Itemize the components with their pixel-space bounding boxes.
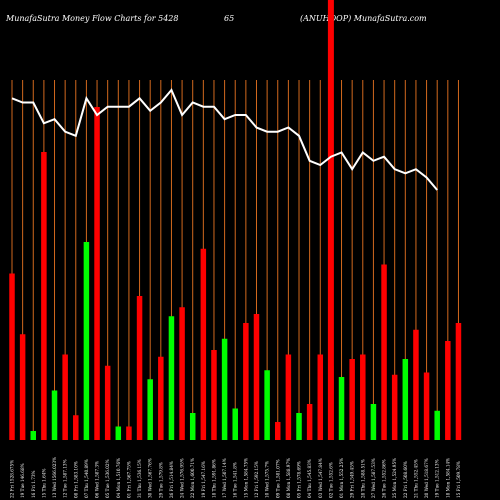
x-tick-label: 15 Mon 1,584.75% [243,458,248,498]
bar [51,390,58,440]
x-tick-label: 16 Fri 1.73% [31,470,36,498]
x-tick-label: 28 Thu 1,588.51% [360,459,365,498]
bar [115,426,122,440]
header-left: MunafaSutra Money Flow Charts for 5428 [5,14,179,23]
bar [104,365,111,440]
x-tick-label: 15 Thu 1.64% [41,468,46,498]
x-tick-label: 04 Mon 1,510.76% [116,458,121,498]
bar [381,264,387,440]
header-right: (ANUHOOP) MunafaSutra.com [300,14,427,23]
bar [370,404,377,440]
x-tick-label: 05 Tue 1,536.02% [105,459,110,498]
x-tick-label: 05 Fri 1,578.69% [297,461,302,498]
x-tick-label: 01 Mon 1,552.25% [339,458,344,498]
x-tick-label: 08 Mon 1,588.97% [286,458,291,498]
x-tick-label: 19 Tue 146.68% [20,463,25,498]
x-tick-label: 21 Thu 1,552.45% [413,459,418,498]
bar [391,374,398,440]
bar [402,359,409,440]
x-tick-label: 17 Wed 1,507.14% [222,458,227,498]
bar [306,404,313,440]
highlight-column [327,0,334,440]
bar [455,323,462,440]
bar [200,248,207,440]
x-tick-label: 01 Fri 1,567.75% [126,461,131,498]
bar [275,422,281,440]
x-tick-label: 25 Mon 1,524.95% [392,458,397,498]
x-tick-label: 06 Wed 1,587.3% [95,461,100,498]
bar [338,377,345,440]
bar [264,370,270,440]
bar [168,316,175,440]
bar [30,431,37,440]
x-tick-label: 19 Fri 1,547.16% [201,461,206,498]
x-tick-label: 26 Fri 1,514.84% [169,461,174,498]
price-line-group [11,88,438,191]
x-tick-label: 08 Fri 1,583.10% [73,461,78,498]
bar [94,107,100,440]
bar [41,152,47,440]
bar [62,354,68,440]
bar [445,341,451,440]
x-tick-label: 18 Thu 1,591.86% [211,459,216,498]
bar [136,296,143,440]
x-tick-label: 18 Mon 1,584.14% [445,458,450,498]
bar [423,372,430,440]
bars [9,0,462,440]
x-tick-label: 13 Wed 1566.023% [52,457,57,498]
x-tick-label: 22 Mon 1,600.71% [190,458,195,498]
x-tick-label: 15 Fri 1,509.78% [456,461,461,498]
header-mid: 65 [224,14,234,23]
bar [83,242,90,440]
x-tick-label: 29 Tue 1,579.8% [158,462,163,498]
x-tick-label: 29 Fri 1,549.45% [350,461,355,498]
bar [232,408,238,440]
x-tick-label: 22 Fri 1,508.60% [403,461,408,498]
x-tick-label: 12 Fri 1,592.15% [254,461,259,498]
bar [434,410,440,440]
bar [147,379,153,440]
bar [19,334,26,440]
bar [413,329,419,440]
bar [9,273,15,440]
bar [349,359,355,440]
bar [360,354,366,440]
bar [221,338,228,440]
x-tick-label: 10 Wed 1,575.7% [265,461,270,498]
x-tick-label: 09 Tue 1,581.07% [275,459,280,498]
price-line [11,88,438,191]
x-tick-label: 07 Thu 1,540.89% [84,459,89,498]
x-tick-label: 02 Tue 1,552.6% [328,462,333,498]
x-tick-label: 12 Tue 1,587.13% [63,459,68,498]
bar [189,413,196,440]
x-tick-labels: 22 Fri 1528.675% 19 Tue 146.68% 16 Fri 1.7… [10,457,461,498]
bar [253,314,260,440]
bar [317,354,324,440]
x-tick-label: 04 Thu 1,545.83% [307,459,312,498]
x-tick-label: 26 Tue 1,552.86% [382,459,387,498]
bar [285,354,292,440]
bar [211,350,217,440]
bar [328,365,334,440]
x-tick-label: 22 Fri 1528.675% [10,460,15,498]
x-tick-label: 16 Tue 1,541.8% [233,462,238,498]
bar [296,413,302,440]
x-tick-label: 31 Thu 1,536.15% [137,459,142,498]
bar [158,356,164,440]
bar [243,323,249,440]
x-tick-label: 24 Wed 1,576.95% [180,458,185,498]
x-tick-label: 03 Wed 1,547.84% [318,458,323,498]
x-tick-label: 30 Wed 1,567.76% [148,458,153,498]
x-tick-label: 20 Wed 1,518.67% [424,458,429,498]
bar [73,415,79,440]
x-tick-label: 19 Tue 1,512.13% [435,459,440,498]
bar [126,426,132,440]
bar [179,307,185,440]
x-tick-label: 27 Wed 1,587.53% [371,458,376,498]
